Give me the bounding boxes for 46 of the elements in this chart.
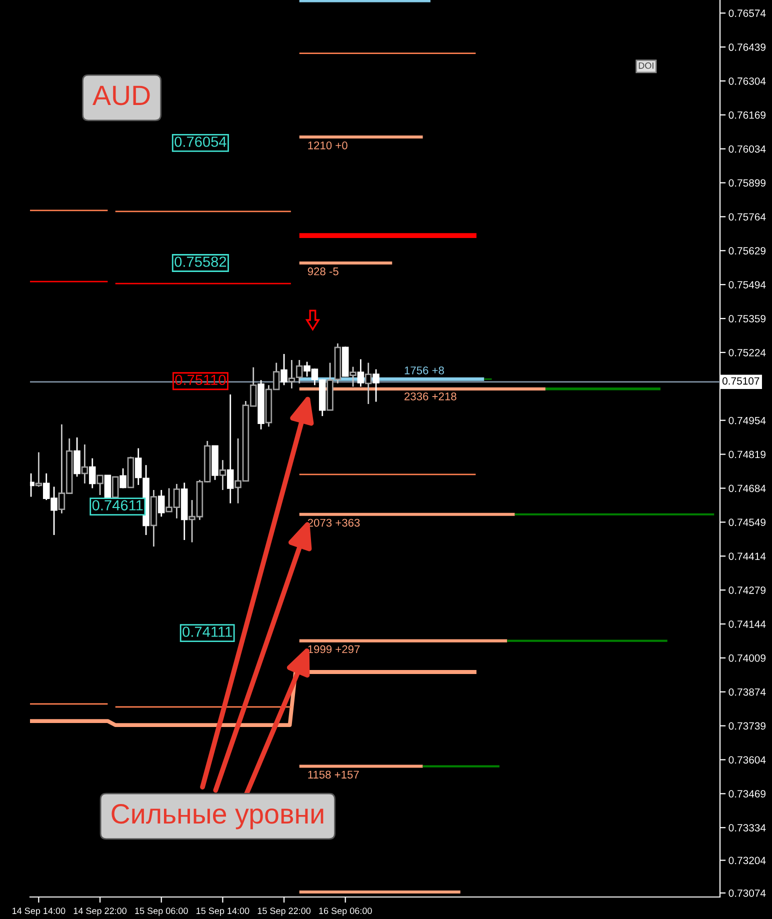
y-tick-label: 0.73469 [728, 790, 766, 798]
annotation: 0.74611 [92, 500, 143, 510]
annotation: 1210 +0 [308, 141, 348, 150]
y-tick-label: 0.73604 [728, 756, 766, 764]
x-tick-label: 15 Sep 22:00 [258, 908, 311, 916]
y-tick-label: 0.74549 [728, 518, 766, 526]
x-tick-label: 16 Sep 06:00 [319, 908, 372, 916]
y-tick-label: 0.73204 [728, 856, 766, 864]
annotation: 1756 +8 [404, 366, 444, 374]
x-tick-label: 15 Sep 14:00 [196, 908, 250, 916]
y-tick-label: 0.73334 [728, 824, 766, 832]
y-tick-label: 0.73074 [728, 889, 766, 897]
y-tick-label: 0.74279 [728, 586, 766, 594]
annotation: 1999 +297 [308, 645, 360, 654]
x-tick-label: 14 Sep 14:00 [12, 908, 66, 916]
y-tick-label: 0.73739 [728, 722, 766, 730]
annotation: Сильные уровни [112, 804, 324, 830]
y-tick-label: 0.76169 [728, 111, 766, 119]
y-tick-label: 0.76439 [728, 44, 766, 51]
y-tick-label: 0.74009 [728, 654, 766, 662]
annotation: 0.74111 [182, 626, 232, 637]
y-tick-label: 0.75359 [728, 315, 766, 322]
y-tick-label: 0.75899 [728, 179, 766, 187]
y-tick-label: 0.75764 [728, 213, 766, 221]
y-tick-label: 0.75224 [728, 348, 766, 356]
y-tick-label: 0.74819 [728, 450, 766, 458]
y-tick-label: 0.76304 [728, 77, 766, 85]
annotation: 0.76054 [174, 136, 226, 147]
y-tick-label: 0.73874 [728, 688, 766, 696]
y-tick-label: 0.74954 [728, 416, 766, 424]
ref-line-label: 0.75107 [722, 377, 760, 385]
annotation: 0.75582 [174, 256, 226, 267]
annotation: 1158 +157 [308, 770, 359, 779]
y-tick-label: 0.74414 [728, 552, 766, 560]
y-tick-label: 0.74684 [728, 484, 766, 492]
annotation: AUD [92, 86, 150, 106]
y-tick-label: 0.75629 [728, 247, 766, 255]
y-tick-label: 0.74144 [728, 620, 766, 628]
annotation: DOI [638, 62, 654, 69]
annotation: 2336 +218 [404, 392, 456, 400]
x-tick-label: 15 Sep 06:00 [135, 908, 188, 916]
y-tick-label: 0.76034 [728, 145, 766, 153]
y-tick-label: 0.75494 [728, 281, 766, 288]
x-tick-label: 14 Sep 22:00 [74, 908, 127, 916]
annotation: 928 -5 [308, 267, 338, 276]
y-tick-label: 0.76574 [728, 10, 766, 17]
